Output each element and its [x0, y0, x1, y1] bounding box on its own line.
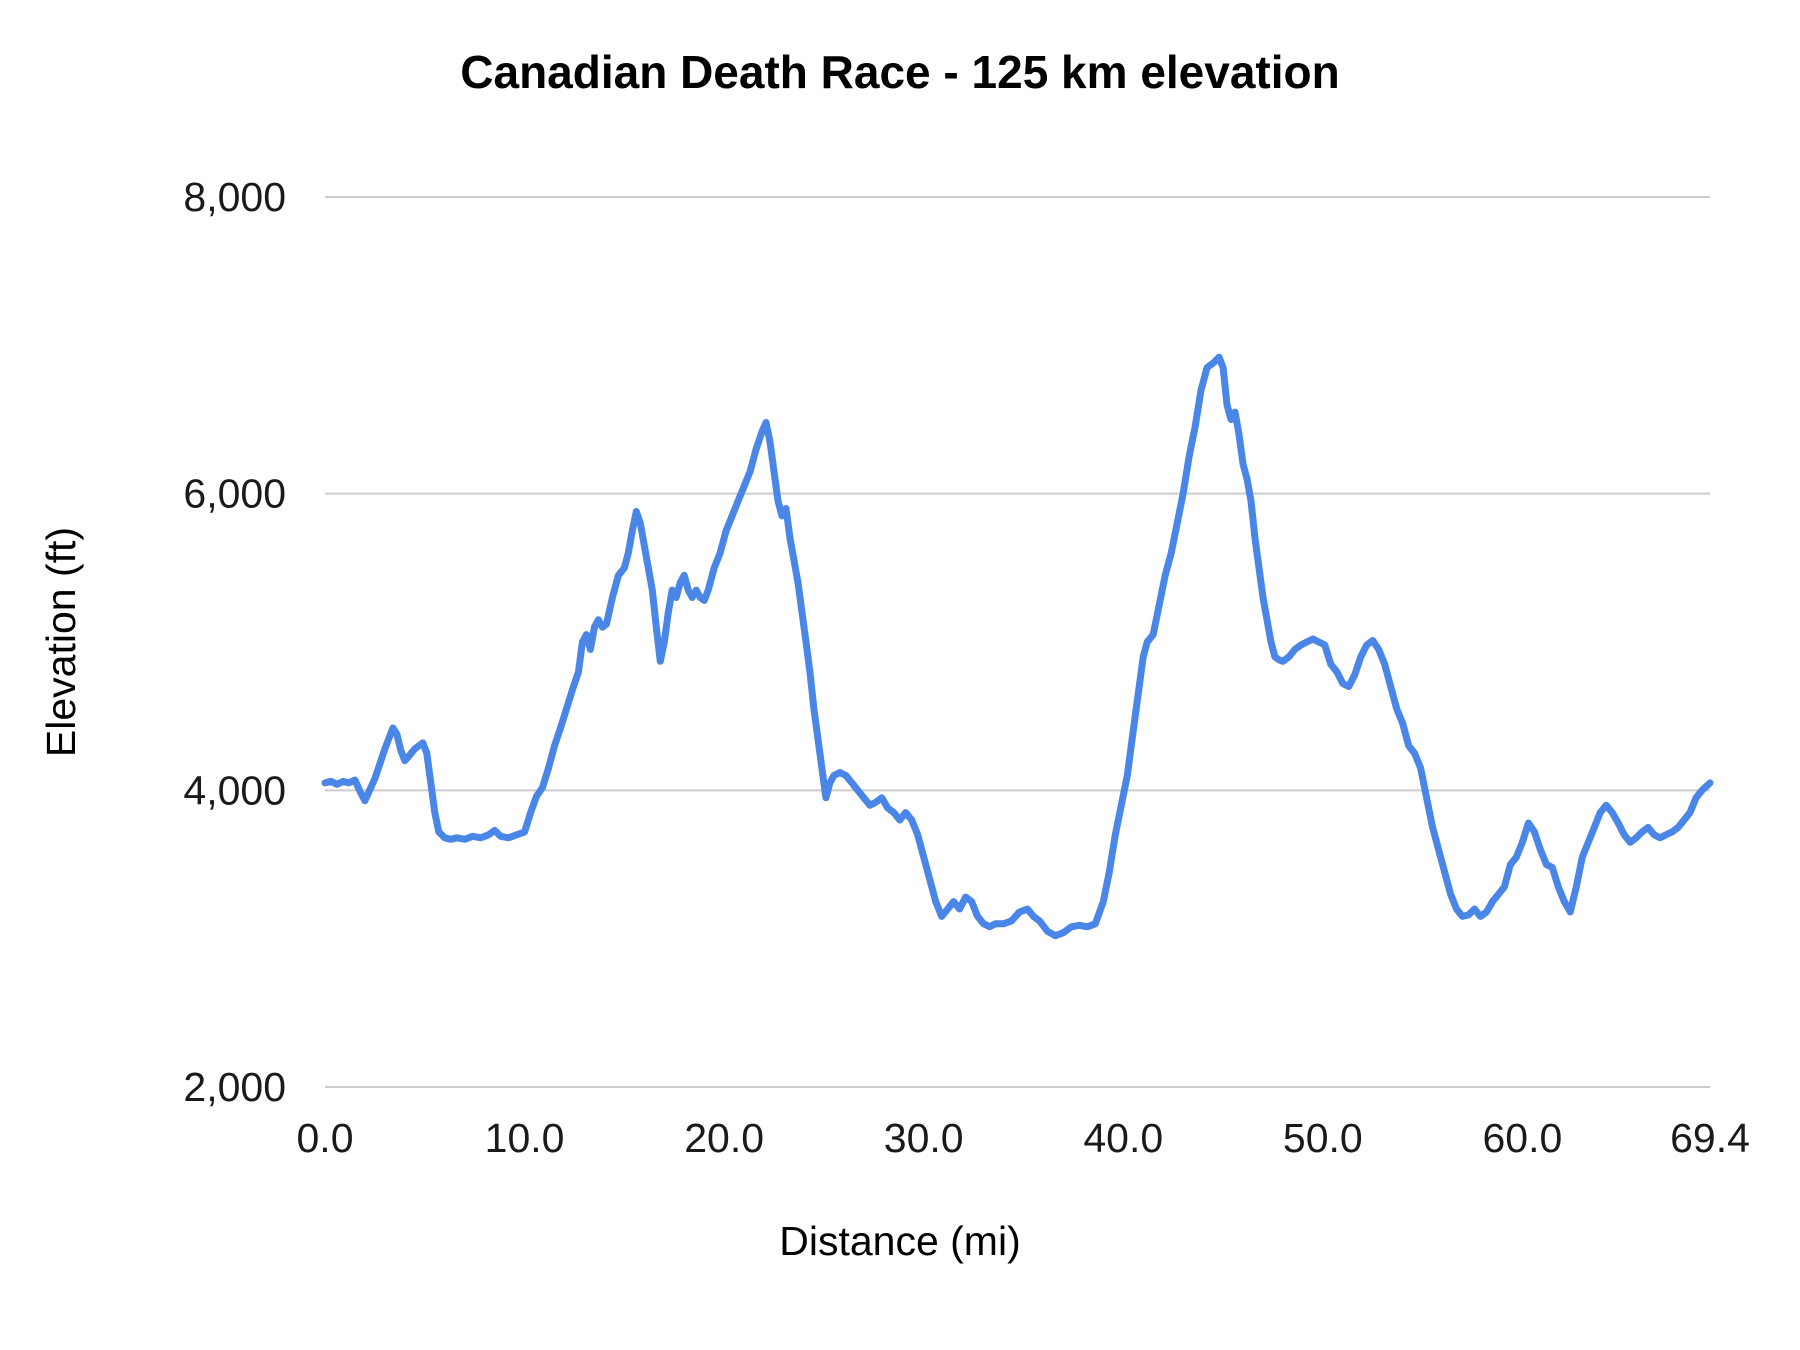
x-tick-label: 50.0: [1283, 1115, 1363, 1161]
chart-title: Canadian Death Race - 125 km elevation: [460, 46, 1339, 98]
y-tick-label: 4,000: [183, 767, 286, 813]
x-tick-label: 20.0: [684, 1115, 764, 1161]
x-tick-label: 10.0: [485, 1115, 565, 1161]
y-tick-labels: 2,000 4,000 6,000 8,000: [183, 174, 286, 1110]
x-tick-label: 40.0: [1083, 1115, 1163, 1161]
y-tick-label: 8,000: [183, 174, 286, 220]
gridlines: [325, 196, 1710, 1088]
x-tick-label: 69.4: [1670, 1115, 1750, 1161]
x-axis-title: Distance (mi): [779, 1218, 1020, 1264]
elevation-line-series: [321, 353, 1714, 940]
y-axis-title: Elevation (ft): [38, 527, 84, 757]
x-tick-labels: 0.0 10.0 20.0 30.0 40.0 50.0 60.0 69.4: [297, 1115, 1750, 1161]
y-tick-label: 6,000: [183, 471, 286, 517]
x-tick-label: 60.0: [1483, 1115, 1563, 1161]
x-tick-label: 0.0: [297, 1115, 354, 1161]
y-tick-label: 2,000: [183, 1064, 286, 1110]
x-tick-label: 30.0: [884, 1115, 964, 1161]
